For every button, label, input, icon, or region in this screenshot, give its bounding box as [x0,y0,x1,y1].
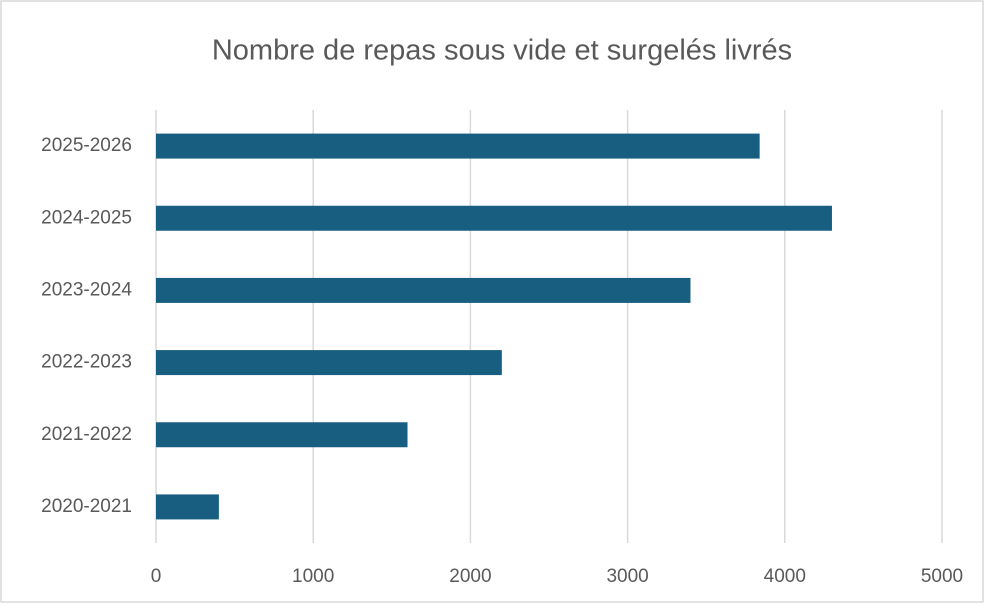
y-tick-label: 2022-2023 [41,352,132,373]
bar [156,422,408,448]
bar [156,494,219,520]
bar [156,205,832,231]
x-tick-label: 0 [151,566,162,587]
x-tick-label: 2000 [449,566,491,587]
bar [156,277,691,303]
x-tick-label: 5000 [921,566,963,587]
x-tick-label: 1000 [292,566,334,587]
x-tick-label: 4000 [764,566,806,587]
bar [156,350,502,376]
y-tick-label: 2021-2022 [41,424,132,445]
bar [156,133,760,159]
y-tick-label: 2024-2025 [41,207,132,228]
y-tick-label: 2020-2021 [41,496,132,517]
x-tick-label: 3000 [606,566,648,587]
chart-title: Nombre de repas sous vide et surgelés li… [212,35,792,67]
y-tick-label: 2025-2026 [41,135,132,156]
y-tick-label: 2023-2024 [41,279,132,300]
